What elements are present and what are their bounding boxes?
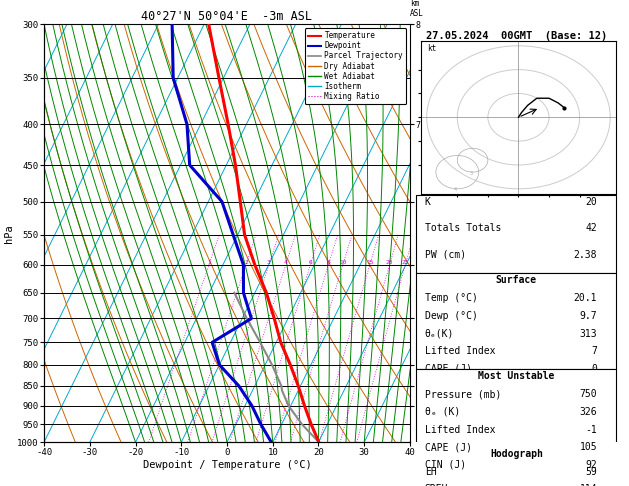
Text: 20: 20: [386, 260, 393, 265]
Text: 9.7: 9.7: [579, 311, 597, 321]
Bar: [416, 369, 616, 447]
Text: 114: 114: [579, 484, 597, 486]
Bar: [416, 195, 616, 273]
Text: 20: 20: [586, 197, 597, 207]
Text: 0: 0: [591, 382, 597, 392]
Text: SREH: SREH: [425, 484, 448, 486]
Text: Temp (°C): Temp (°C): [425, 293, 478, 303]
Text: 3: 3: [267, 260, 270, 265]
Text: 2: 2: [244, 260, 248, 265]
Text: EH: EH: [425, 467, 437, 476]
Text: 2.38: 2.38: [574, 250, 597, 260]
Text: 59: 59: [586, 467, 597, 476]
Text: PW (cm): PW (cm): [425, 250, 466, 260]
Legend: Temperature, Dewpoint, Parcel Trajectory, Dry Adiabat, Wet Adiabat, Isotherm, Mi: Temperature, Dewpoint, Parcel Trajectory…: [304, 28, 406, 104]
Text: 25: 25: [401, 260, 409, 265]
Text: Lifted Index: Lifted Index: [425, 425, 496, 434]
Y-axis label: hPa: hPa: [4, 224, 14, 243]
Text: CIN (J): CIN (J): [425, 382, 466, 392]
Text: 27.05.2024  00GMT  (Base: 12): 27.05.2024 00GMT (Base: 12): [426, 31, 607, 40]
Text: 8: 8: [326, 260, 330, 265]
Text: θₑ (K): θₑ (K): [425, 407, 460, 417]
Text: km
ASL: km ASL: [410, 0, 424, 18]
Bar: [416, 273, 616, 369]
Title: 40°27'N 50°04'E  -3m ASL: 40°27'N 50°04'E -3m ASL: [142, 10, 313, 23]
Text: CAPE (J): CAPE (J): [425, 364, 472, 374]
Text: Hodograph: Hodograph: [490, 449, 543, 458]
Text: Totals Totals: Totals Totals: [425, 223, 501, 233]
Text: 92: 92: [586, 460, 597, 470]
Text: 326: 326: [579, 407, 597, 417]
Text: 10: 10: [339, 260, 347, 265]
Text: CIN (J): CIN (J): [425, 460, 466, 470]
Text: Lifted Index: Lifted Index: [425, 346, 496, 356]
Text: CAPE (J): CAPE (J): [425, 442, 472, 452]
Text: 20.1: 20.1: [574, 293, 597, 303]
Text: 0: 0: [591, 364, 597, 374]
Text: Surface: Surface: [496, 275, 537, 285]
Text: Most Unstable: Most Unstable: [478, 371, 555, 381]
Text: 4: 4: [284, 260, 287, 265]
Text: 15: 15: [366, 260, 374, 265]
Text: 42: 42: [586, 223, 597, 233]
Text: Dewp (°C): Dewp (°C): [425, 311, 478, 321]
Text: 7: 7: [591, 346, 597, 356]
Text: 105: 105: [579, 442, 597, 452]
Text: K: K: [425, 197, 431, 207]
Y-axis label: Mixing Ratio (g/kg): Mixing Ratio (g/kg): [433, 182, 442, 284]
Text: 1: 1: [207, 260, 211, 265]
Bar: [416, 447, 616, 486]
Text: Pressure (mb): Pressure (mb): [425, 389, 501, 399]
Text: -1: -1: [586, 425, 597, 434]
Text: θₑ(K): θₑ(K): [425, 329, 454, 339]
Text: 313: 313: [579, 329, 597, 339]
X-axis label: Dewpoint / Temperature (°C): Dewpoint / Temperature (°C): [143, 460, 311, 469]
Text: 750: 750: [579, 389, 597, 399]
Text: 6: 6: [308, 260, 312, 265]
